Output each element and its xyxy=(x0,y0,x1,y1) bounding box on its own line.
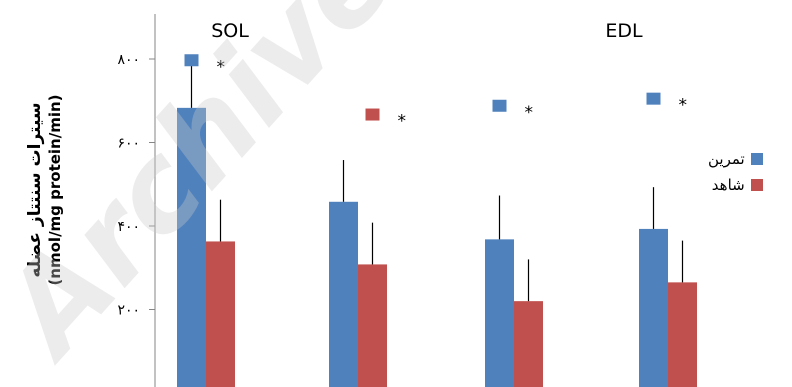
y-tick-label: ۲۰۰ xyxy=(117,303,140,319)
y-tick-label: ۴۰۰ xyxy=(117,219,140,235)
legend-swatch-series-1 xyxy=(750,153,763,165)
y-tick-label: ۶۰۰ xyxy=(117,136,140,152)
bar-training xyxy=(485,239,514,387)
legend-label-series-2: شاهد xyxy=(711,176,745,194)
significance-marker xyxy=(184,54,199,67)
legend-item-series-2: شاهد xyxy=(708,172,763,198)
legend: تمرین شاهد xyxy=(708,146,763,198)
bar-training xyxy=(329,201,358,387)
group-label: SOL xyxy=(211,20,249,42)
legend-item-series-1: تمرین xyxy=(708,146,763,172)
bar-control xyxy=(206,241,235,387)
significance-marker xyxy=(646,92,661,105)
group-label: EDL xyxy=(605,20,643,42)
y-axis-label-line1: سیترات سنتتاز عضله xyxy=(25,102,45,278)
bar-training xyxy=(639,228,668,387)
y-tick-label: ۸۰۰ xyxy=(117,52,140,68)
bar-control xyxy=(514,301,543,387)
significance-asterisk: * xyxy=(217,57,226,77)
y-axis-label-line2: (nmol/mg protein/min) xyxy=(46,94,64,286)
significance-marker xyxy=(365,108,380,121)
significance-asterisk: * xyxy=(398,112,407,132)
significance-asterisk: * xyxy=(679,96,688,116)
bar-training xyxy=(177,107,206,387)
y-axis-label: سیترات سنتتاز عضله (nmol/mg protein/min) xyxy=(25,40,65,340)
legend-label-series-1: تمرین xyxy=(708,150,745,168)
significance-marker xyxy=(492,99,507,112)
bar-control xyxy=(668,282,697,387)
legend-swatch-series-2 xyxy=(750,179,763,191)
significance-asterisk: * xyxy=(525,103,534,123)
bar-control xyxy=(358,264,387,387)
